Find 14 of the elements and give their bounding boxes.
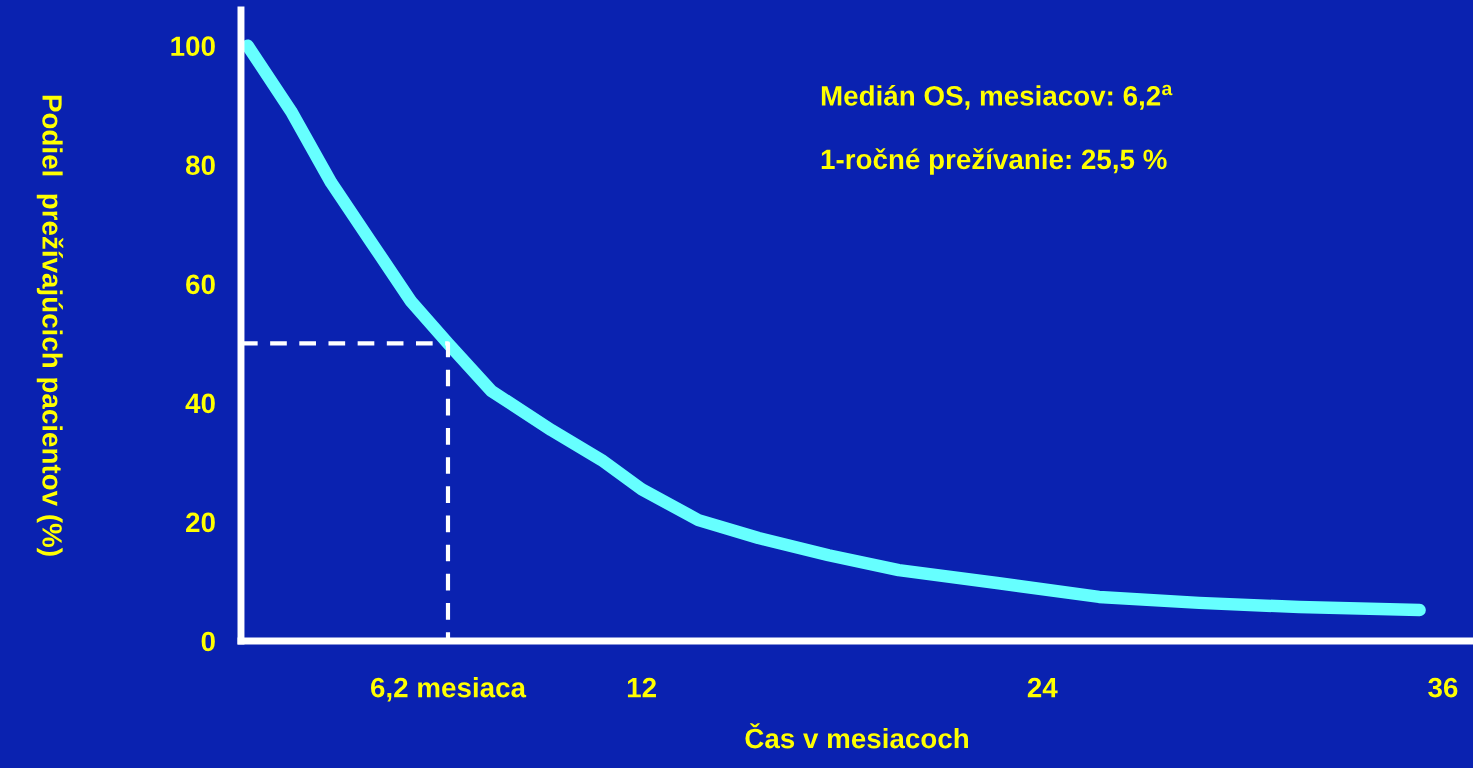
y-tick-label: 0 bbox=[201, 631, 215, 652]
x-tick-label: 6,2 mesiaca bbox=[371, 677, 527, 702]
y-axis-title: Podiel prežívajúcich pacientov (%) bbox=[36, 95, 64, 556]
y-tick-label: 100 bbox=[171, 36, 215, 57]
x-tick-label: 12 bbox=[627, 677, 656, 698]
x-axis-title: Čas v mesiacoch bbox=[745, 723, 968, 749]
y-tick-label: 40 bbox=[185, 393, 215, 414]
annotation: 1-ročné prežívanie: 25,5 % bbox=[821, 148, 1167, 175]
y-tick-label: 20 bbox=[186, 512, 215, 533]
y-tick-label: 60 bbox=[186, 274, 215, 295]
y-tick-label: 80 bbox=[185, 155, 215, 176]
x-tick-label: 36 bbox=[1428, 677, 1458, 698]
x-tick-label: 24 bbox=[1027, 677, 1058, 698]
annotation: Medián OS, mesiacov: 6,2$^{a}$ bbox=[821, 84, 1173, 110]
